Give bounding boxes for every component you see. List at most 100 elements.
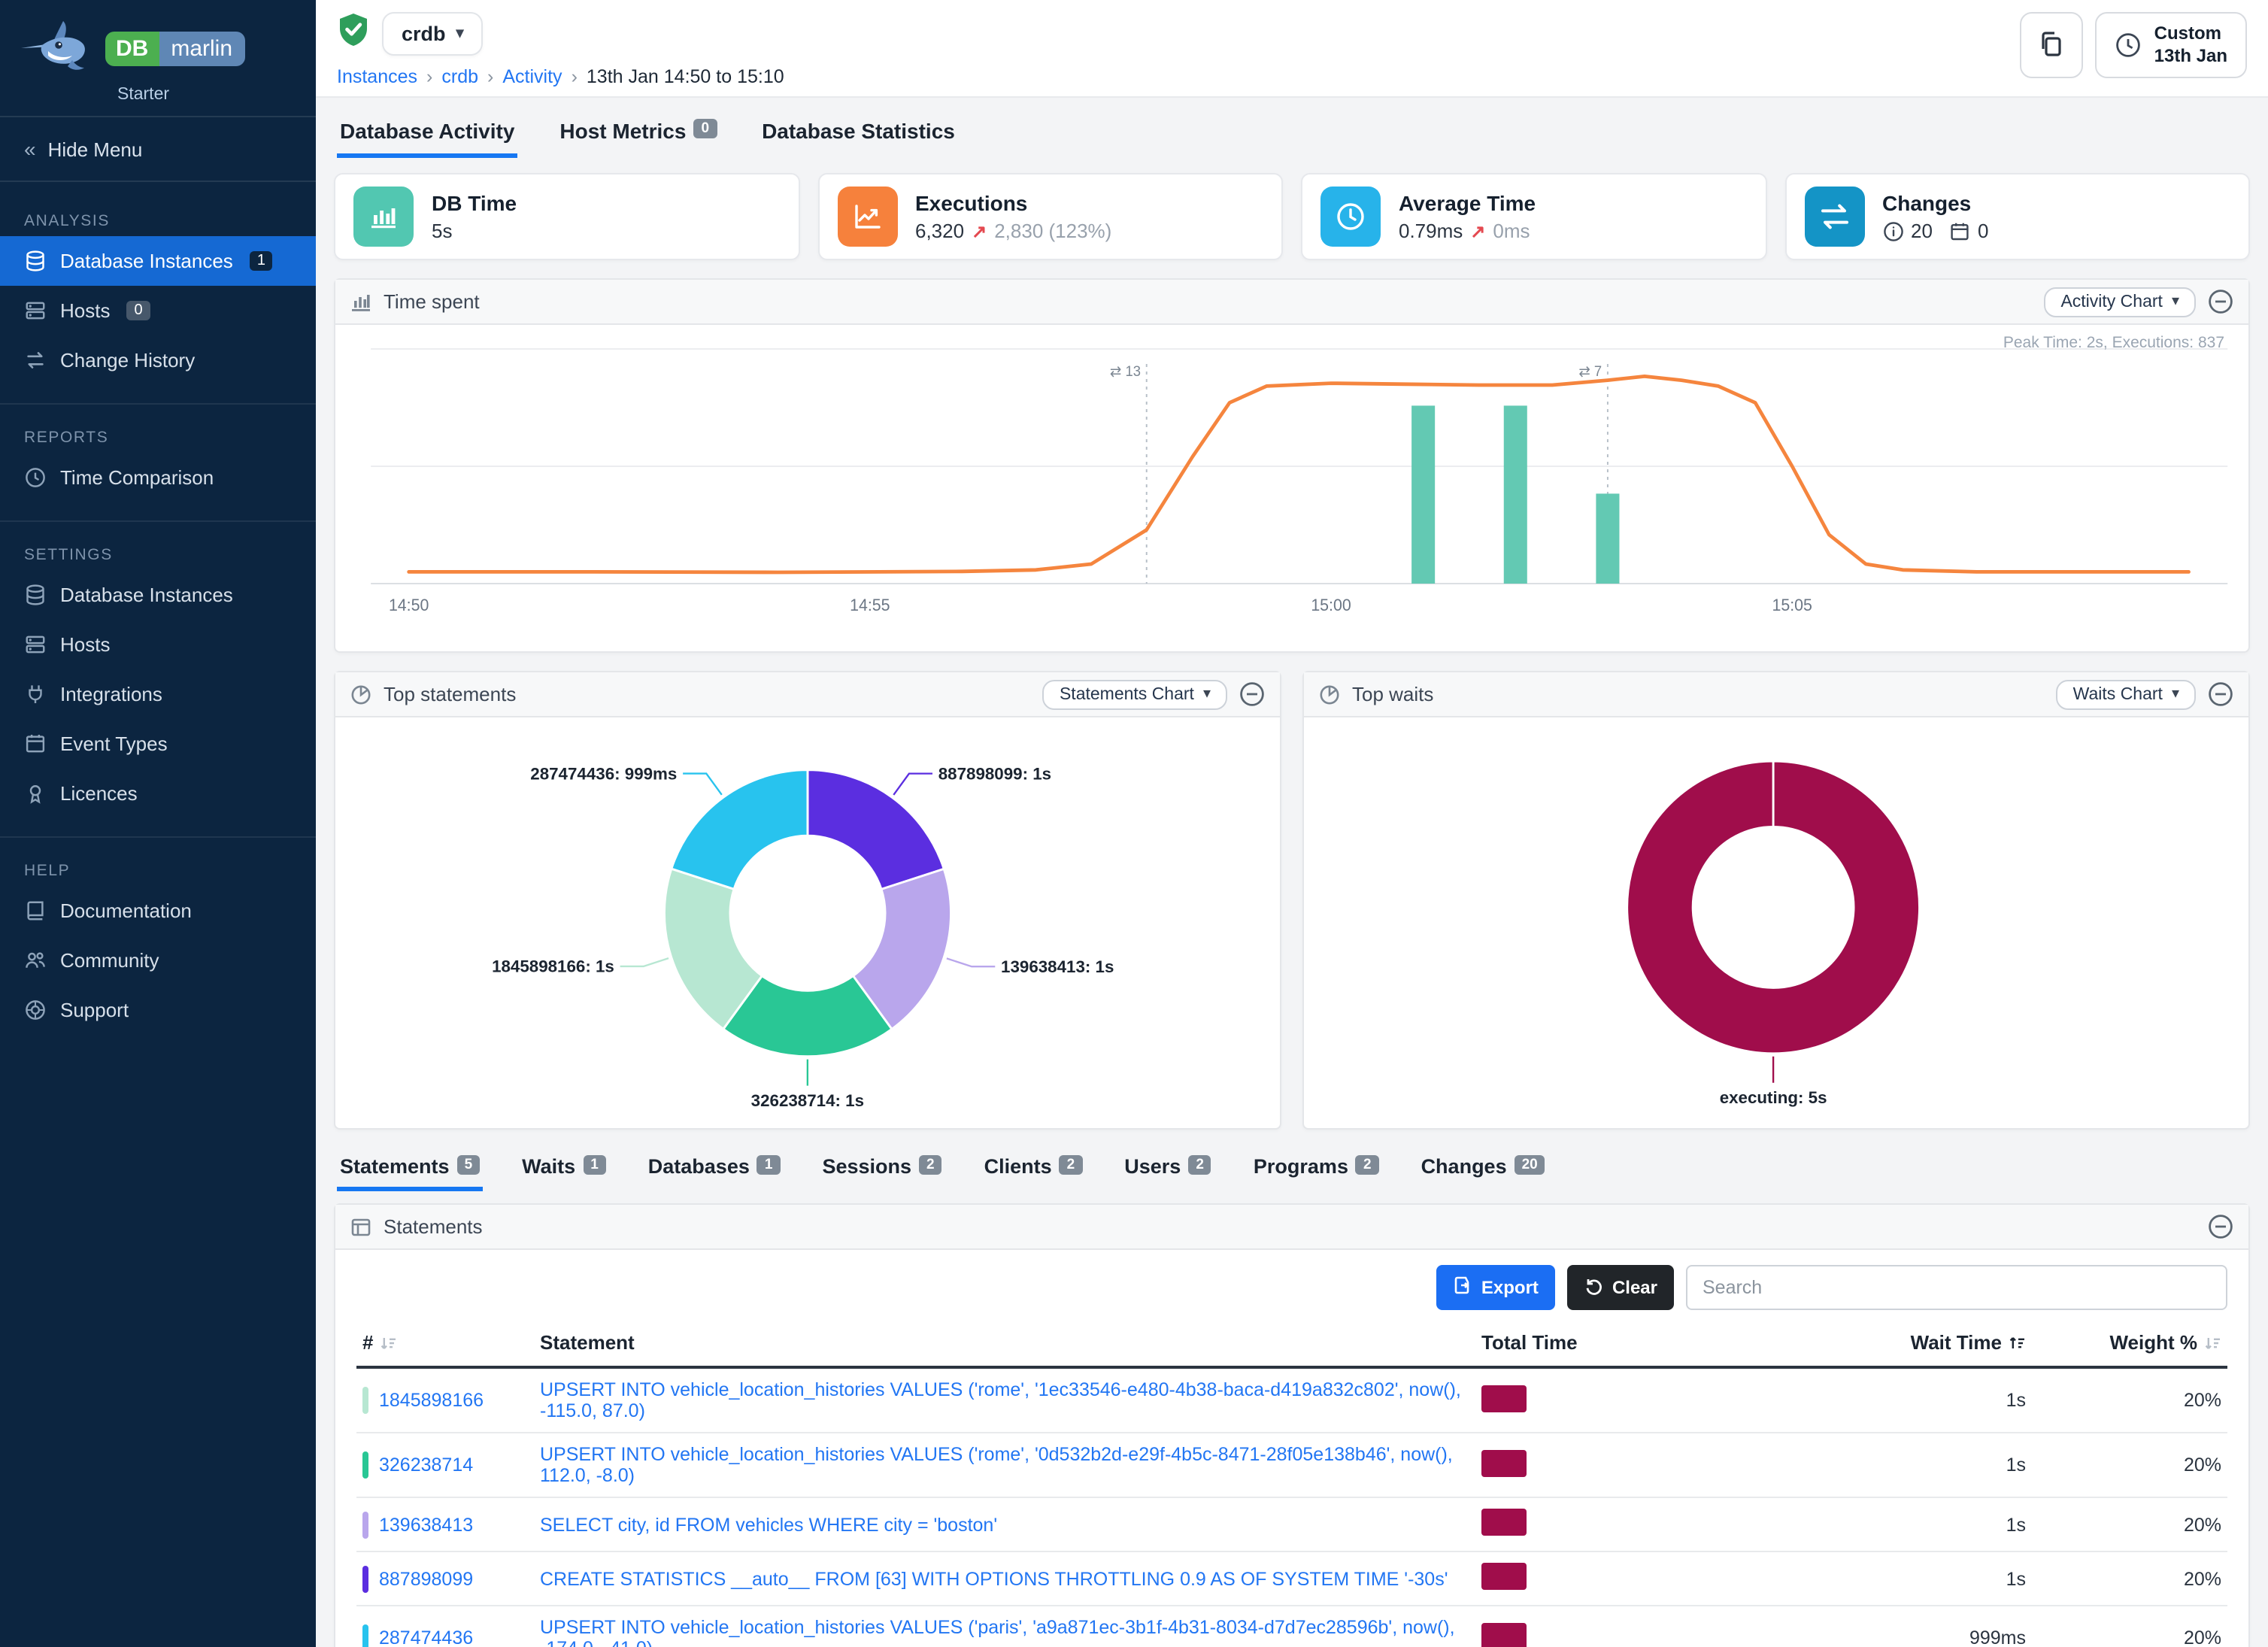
breadcrumb-separator: › — [571, 66, 578, 87]
brand-wordmark: DB marlin — [105, 32, 245, 66]
clear-button[interactable]: Clear — [1566, 1265, 1674, 1310]
sort-icon[interactable] — [2203, 1334, 2221, 1352]
export-button[interactable]: Export — [1436, 1265, 1555, 1310]
donut-slice-326238714[interactable] — [721, 974, 893, 1058]
statement-sql-link[interactable]: UPSERT INTO vehicle_location_histories V… — [540, 1379, 1461, 1421]
search-input[interactable] — [1686, 1265, 2227, 1310]
sidebar-item-change-history[interactable]: Change History — [0, 335, 316, 385]
column-header-total-time[interactable]: Total Time — [1475, 1322, 1731, 1369]
tab-label: Statements — [340, 1155, 450, 1178]
trend-arrow-icon: ↗ — [972, 220, 987, 241]
breadcrumb-item[interactable]: crdb — [441, 66, 479, 87]
sidebar-item-documentation[interactable]: Documentation — [0, 886, 316, 936]
tab-clients[interactable]: Clients 2 — [981, 1148, 1086, 1191]
sidebar-item-database-instances[interactable]: Database Instances — [0, 570, 316, 620]
statement-id-link[interactable]: 887898099 — [379, 1568, 474, 1589]
statement-sql-link[interactable]: UPSERT INTO vehicle_location_histories V… — [540, 1617, 1455, 1647]
statements-chart-dropdown[interactable]: Statements Chart ▾ — [1042, 679, 1227, 709]
collapse-panel-icon[interactable] — [2208, 289, 2233, 314]
sort-icon[interactable] — [2008, 1334, 2026, 1352]
tab-statements[interactable]: Statements 5 — [337, 1148, 484, 1191]
total-time-bar — [1481, 1385, 1527, 1412]
column-header-id[interactable]: # — [356, 1322, 534, 1369]
copy-button[interactable] — [2020, 12, 2084, 78]
info-count: 20 — [1911, 220, 1933, 242]
change-marker[interactable]: ⇄ 7 — [1578, 363, 1602, 379]
donut-slice-139638413[interactable] — [851, 867, 952, 1031]
metric-title: Average Time — [1399, 191, 1536, 215]
top-waits-donut[interactable]: executing: 5s — [1304, 717, 2248, 1121]
clock-icon — [24, 466, 47, 489]
statement-id-link[interactable]: 326238714 — [379, 1454, 474, 1476]
donut-label: 1845898166: 1s — [492, 957, 614, 976]
breadcrumb-item[interactable]: Activity — [502, 66, 562, 87]
tab-database-statistics[interactable]: Database Statistics — [759, 110, 958, 158]
executions-bar[interactable] — [1411, 405, 1436, 584]
donut-slice-287474436[interactable] — [670, 769, 809, 891]
metric-main-value: 6,320 — [915, 220, 965, 242]
sidebar-item-label: Event Types — [60, 733, 168, 755]
tab-host-metrics[interactable]: Host Metrics 0 — [556, 110, 720, 158]
tab-changes[interactable]: Changes 20 — [1418, 1148, 1548, 1191]
sidebar-item-integrations[interactable]: Integrations — [0, 669, 316, 719]
instance-selector[interactable]: crdb ▾ — [382, 12, 484, 56]
collapse-panel-icon[interactable] — [1239, 681, 1265, 707]
tab-waits[interactable]: Waits 1 — [519, 1148, 609, 1191]
top-statements-donut[interactable]: 887898099: 1s 139638413: 1s 326238714: 1s 1… — [335, 717, 1280, 1121]
metric-main-value: 0.79ms — [1399, 220, 1463, 242]
bar-chart-icon — [353, 187, 414, 247]
donut-slice-1845898166[interactable] — [663, 867, 764, 1031]
donut-slice-887898099[interactable] — [806, 769, 946, 891]
sidebar-item-label: Hosts — [60, 299, 111, 322]
sidebar-item-label: Licences — [60, 782, 138, 805]
executions-bar[interactable] — [1596, 493, 1620, 584]
statement-sql-link[interactable]: CREATE STATISTICS __auto__ FROM [63] WIT… — [540, 1568, 1448, 1589]
collapse-panel-icon[interactable] — [2208, 1214, 2233, 1239]
executions-bar[interactable] — [1503, 405, 1527, 584]
donut-slice-executing[interactable] — [1626, 760, 1921, 1055]
tab-databases[interactable]: Databases 1 — [645, 1148, 784, 1191]
sidebar-item-support[interactable]: Support — [0, 985, 316, 1035]
statement-sql-link[interactable]: SELECT city, id FROM vehicles WHERE city… — [540, 1514, 998, 1535]
statement-id-link[interactable]: 287474436 — [379, 1627, 474, 1647]
collapse-panel-icon[interactable] — [2208, 681, 2233, 707]
hide-menu-button[interactable]: « Hide Menu — [0, 117, 316, 182]
statement-id-link[interactable]: 139638413 — [379, 1514, 474, 1535]
sidebar-item-community[interactable]: Community — [0, 936, 316, 985]
activity-chart[interactable]: ⇄ 13 ⇄ 7 14:50 14:55 15:00 15:05 — [350, 331, 2233, 641]
sidebar-item-hosts[interactable]: Hosts 0 — [0, 286, 316, 335]
breadcrumb-item[interactable]: Instances — [337, 66, 418, 87]
sort-icon[interactable] — [379, 1334, 397, 1352]
tab-programs[interactable]: Programs 2 — [1251, 1148, 1382, 1191]
metric-cards: DB Time 5s Executions 6,320 ↗ 2,830 (123%) Ave… — [334, 173, 2250, 260]
waits-chart-dropdown[interactable]: Waits Chart ▾ — [2056, 679, 2196, 709]
sidebar-item-time-comparison[interactable]: Time Comparison — [0, 453, 316, 502]
column-header-weight[interactable]: Weight % — [2032, 1322, 2227, 1369]
panel-title: Top statements — [384, 683, 517, 705]
sidebar: DB marlin Starter « Hide Menu ANALYSIS Da… — [0, 0, 316, 1647]
sidebar-item-label: Time Comparison — [60, 466, 214, 489]
top-waits-panel: Top waits Waits Chart ▾ executing: 5s — [1302, 671, 2250, 1130]
sidebar-item-database-instances[interactable]: Database Instances 1 — [0, 236, 316, 286]
tab-sessions[interactable]: Sessions 2 — [819, 1148, 944, 1191]
statement-id-link[interactable]: 1845898166 — [379, 1390, 484, 1411]
chevron-down-icon: ▾ — [456, 26, 464, 42]
change-marker[interactable]: ⇄ 13 — [1110, 363, 1141, 379]
column-header-statement[interactable]: Statement — [534, 1322, 1475, 1369]
time-range-button[interactable]: Custom 13th Jan — [2095, 12, 2247, 78]
sidebar-section-settings: SETTINGS Database Instances Hosts Integrati… — [0, 520, 316, 818]
count-badge: 2 — [1355, 1155, 1379, 1175]
server-icon — [24, 633, 47, 656]
sidebar-item-licences[interactable]: Licences — [0, 769, 316, 818]
time-spent-line[interactable] — [407, 375, 2191, 575]
tab-users[interactable]: Users 2 — [1121, 1148, 1214, 1191]
license-icon — [24, 782, 47, 805]
sidebar-item-hosts[interactable]: Hosts — [0, 620, 316, 669]
activity-chart-dropdown[interactable]: Activity Chart ▾ — [2044, 287, 2196, 317]
tab-database-activity[interactable]: Database Activity — [337, 110, 518, 158]
table-row: 326238714 UPSERT INTO vehicle_location_hi… — [356, 1433, 2227, 1498]
sidebar-item-event-types[interactable]: Event Types — [0, 719, 316, 769]
svg-text:⇄ 13: ⇄ 13 — [1110, 363, 1141, 379]
statement-sql-link[interactable]: UPSERT INTO vehicle_location_histories V… — [540, 1444, 1453, 1486]
column-header-wait-time[interactable]: Wait Time — [1731, 1322, 2032, 1369]
